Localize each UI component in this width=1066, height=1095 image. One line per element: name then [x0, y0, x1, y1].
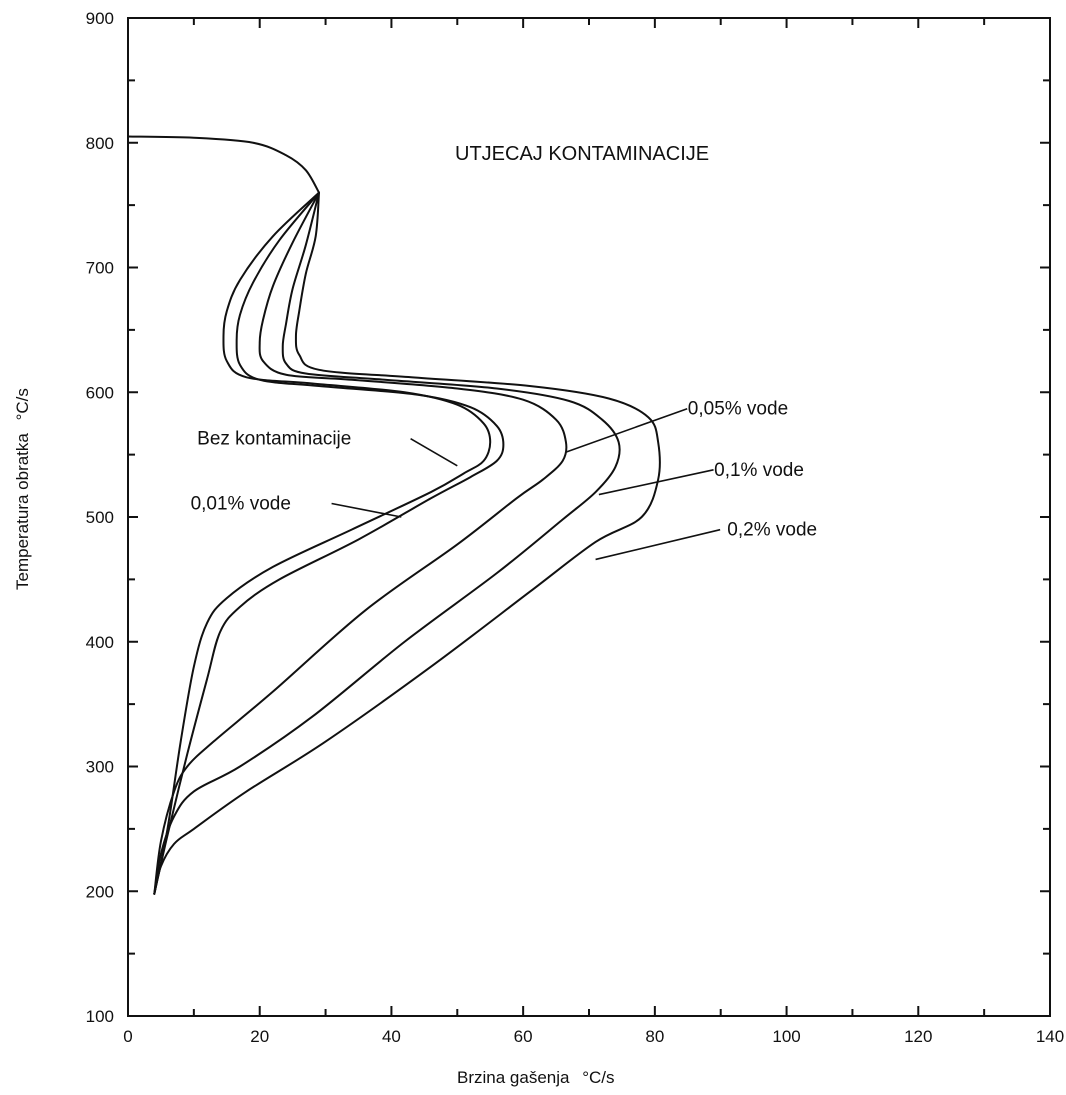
- y-tick-label: 300: [86, 758, 114, 777]
- y-axis-unit: °C/s: [13, 388, 32, 420]
- plot-frame: [127, 17, 1051, 1017]
- annotation-label-3: 0,1% vode: [714, 460, 804, 481]
- x-tick-label: 0: [123, 1027, 132, 1046]
- y-axis-title: Temperatura obratka °C/s: [13, 388, 32, 590]
- y-tick-label: 500: [86, 508, 114, 527]
- y-tick-label: 700: [86, 259, 114, 278]
- curve-common-segment: [127, 135, 320, 194]
- x-tick-label: 20: [250, 1027, 269, 1046]
- curve-series-3: [153, 191, 621, 895]
- data-curves: [127, 135, 661, 895]
- x-axis-title: Brzina gašenja °C/s: [457, 1068, 615, 1087]
- x-tick-label: 40: [382, 1027, 401, 1046]
- y-axis-label: Temperatura obratka: [13, 433, 32, 590]
- x-tick-label: 60: [514, 1027, 533, 1046]
- annotation-leader-1: [331, 502, 402, 518]
- annotation-leader-3: [598, 469, 714, 496]
- x-tick-label: 100: [772, 1027, 800, 1046]
- y-tick-label: 400: [86, 633, 114, 652]
- annotation-leaders: [331, 407, 721, 561]
- annotations: Bez kontaminacije 0,01% vode 0,05% vode 0,1…: [191, 399, 818, 541]
- axis-tick-labels: 0 20 40 60 80 100 120 140 100 200 300 400 500 600 700 8…: [86, 9, 1065, 1046]
- x-tick-label: 120: [904, 1027, 932, 1046]
- x-axis-label: Brzina gašenja: [457, 1068, 570, 1087]
- plot-area: [127, 17, 1051, 1017]
- curve-series-1: [153, 191, 505, 895]
- annotation-label-2: 0,05% vode: [688, 399, 788, 420]
- annotation-leader-4: [595, 528, 721, 561]
- curve-series-2: [153, 191, 568, 895]
- chart-title: UTJECAJ KONTAMINACIJE: [455, 143, 709, 165]
- y-tick-label: 900: [86, 9, 114, 28]
- curve-series-0: [153, 191, 492, 895]
- y-tick-label: 100: [86, 1007, 114, 1026]
- annotation-label-1: 0,01% vode: [191, 494, 291, 515]
- x-tick-label: 140: [1036, 1027, 1064, 1046]
- annotation-leader-2: [565, 407, 688, 453]
- curve-series-4: [153, 191, 661, 895]
- y-tick-label: 600: [86, 383, 114, 402]
- x-tick-label: 80: [645, 1027, 664, 1046]
- y-tick-label: 200: [86, 882, 114, 901]
- annotation-label-4: 0,2% vode: [727, 520, 817, 541]
- y-tick-label: 800: [86, 134, 114, 153]
- annotation-label-0: Bez kontaminacije: [197, 429, 351, 450]
- axis-ticks: [127, 17, 1051, 1017]
- x-axis-unit: °C/s: [582, 1068, 614, 1087]
- annotation-leader-0: [410, 437, 458, 467]
